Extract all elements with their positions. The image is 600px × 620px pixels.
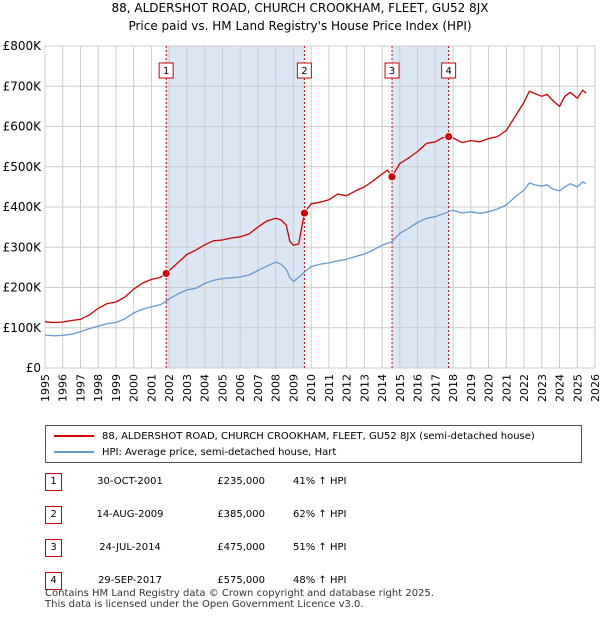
x-axis-ticks: 1995 1996 1997 1998 1999 2000 2001 2002 2003 2004… [39, 374, 600, 402]
y-tick-label: £300K [3, 240, 43, 254]
x-tick-label: 1999 [110, 374, 123, 402]
chart-title-line2: Price paid vs. HM Land Registry's House … [128, 19, 472, 33]
table-row: 3 24-JUL-2014 £475,000 51% ↑ HPI [45, 539, 445, 557]
sale-hpi-change: 41% ↑ HPI [293, 476, 347, 487]
sale-number-badge: 4 [45, 572, 62, 590]
footer-attribution: Contains HM Land Registry data © Crown c… [45, 588, 434, 610]
x-tick-label: 1997 [74, 374, 87, 402]
x-tick-label: 2004 [199, 374, 212, 402]
legend-label-property: 88, ALDERSHOT ROAD, CHURCH CROOKHAM, FLE… [102, 430, 535, 442]
sale-number-badge: 2 [45, 506, 62, 524]
sale-price: £235,000 [217, 476, 265, 487]
x-tick-label: 2021 [500, 374, 513, 402]
y-axis-ticks: £0 £100K £200K £300K £400K £500K £600K £700K £80… [3, 39, 43, 375]
sale-marker-number: 3 [389, 66, 395, 77]
sale-points [161, 132, 454, 278]
sale-marker-box [296, 62, 312, 79]
y-tick-label: £700K [3, 79, 43, 93]
sale-marker-box [441, 62, 457, 79]
sale-price: £475,000 [217, 542, 265, 553]
x-tick-label: 2026 [589, 374, 600, 402]
x-tick-label: 2000 [128, 374, 141, 402]
legend-swatch-property [54, 435, 94, 437]
x-tick-label: 2012 [341, 374, 354, 402]
sale-marker-lines [165, 46, 450, 368]
y-tick-label: £0 [26, 361, 41, 375]
sale-marker-box [384, 62, 400, 79]
sale-marker-box [158, 62, 174, 79]
x-tick-label: 2025 [571, 374, 584, 402]
legend-item-hpi: HPI: Average price, semi-detached house,… [54, 444, 336, 460]
x-tick-label: 2002 [163, 374, 176, 402]
sale-point [161, 269, 171, 278]
x-tick-label: 2011 [323, 374, 336, 402]
table-row: 4 29-SEP-2017 £575,000 48% ↑ HPI [45, 572, 445, 590]
x-tick-label: 1996 [57, 374, 70, 402]
sale-marker-labels: 1 2 3 4 [158, 62, 457, 79]
table-row: 1 30-OCT-2001 £235,000 41% ↑ HPI [45, 473, 445, 491]
y-tick-label: £200K [3, 281, 43, 295]
hpi-line [44, 181, 587, 337]
sale-point [444, 132, 454, 141]
x-tick-label: 2023 [536, 374, 549, 402]
sale-price: £575,000 [217, 575, 265, 586]
x-tick-label: 2013 [358, 374, 371, 402]
x-tick-label: 2019 [465, 374, 478, 402]
sale-date: 14-AUG-2009 [96, 509, 164, 520]
sale-hpi-change: 62% ↑ HPI [293, 509, 347, 520]
chart-title-line1: 88, ALDERSHOT ROAD, CHURCH CROOKHAM, FLE… [111, 1, 489, 15]
x-tick-label: 2024 [554, 374, 567, 402]
x-tick-label: 2003 [181, 374, 194, 402]
sale-number-badge: 3 [45, 539, 62, 557]
y-tick-label: £800K [3, 39, 43, 53]
x-tick-label: 2006 [234, 374, 247, 402]
footer-licence: This data is licensed under the Open Gov… [45, 599, 364, 610]
sale-date: 29-SEP-2017 [98, 575, 162, 586]
x-tick-label: 2014 [376, 374, 389, 402]
x-tick-label: 2022 [518, 374, 531, 402]
sale-hpi-change: 51% ↑ HPI [293, 542, 347, 553]
x-tick-label: 2015 [394, 374, 407, 402]
x-tick-label: 2016 [412, 374, 425, 402]
sale-point [387, 172, 397, 182]
table-row: 2 14-AUG-2009 £385,000 62% ↑ HPI [45, 506, 445, 524]
x-tick-label: 2005 [216, 374, 229, 402]
x-tick-label: 2008 [270, 374, 283, 402]
y-tick-label: £500K [3, 160, 43, 174]
x-tick-label: 2010 [305, 374, 318, 402]
x-tick-label: 2001 [145, 374, 158, 402]
y-tick-label: £600K [3, 120, 43, 134]
price-chart: 1 2 3 4 £0 £100K £200K £300K £400K £500K £600K £70… [3, 39, 600, 402]
footer-copyright: Contains HM Land Registry data © Crown c… [45, 588, 434, 599]
property-price-line [44, 89, 587, 324]
y-tick-label: £400K [3, 200, 43, 214]
sale-marker-number: 2 [301, 66, 307, 77]
grid-lines [44, 45, 596, 369]
sale-number-badge: 1 [45, 473, 62, 491]
series-lines [44, 89, 587, 337]
sale-hpi-change: 48% ↑ HPI [293, 575, 347, 586]
x-tick-label: 2018 [447, 374, 460, 402]
chart-legend: 88, ALDERSHOT ROAD, CHURCH CROOKHAM, FLE… [45, 425, 582, 463]
x-tick-label: 2009 [287, 374, 300, 402]
sale-point [299, 208, 309, 218]
sale-marker-number: 1 [163, 66, 169, 77]
x-tick-label: 1995 [39, 374, 52, 402]
sale-marker-number: 4 [445, 66, 451, 77]
sale-price: £385,000 [217, 509, 265, 520]
x-tick-label: 1998 [92, 374, 105, 402]
legend-item-property: 88, ALDERSHOT ROAD, CHURCH CROOKHAM, FLE… [54, 428, 535, 444]
sale-date: 24-JUL-2014 [99, 542, 161, 553]
x-tick-label: 2007 [252, 374, 265, 402]
x-tick-label: 2017 [429, 374, 442, 402]
legend-label-hpi: HPI: Average price, semi-detached house,… [102, 446, 337, 458]
y-tick-label: £100K [3, 321, 43, 335]
sale-date: 30-OCT-2001 [97, 476, 163, 487]
x-tick-label: 2020 [483, 374, 496, 402]
legend-swatch-hpi [54, 451, 94, 453]
